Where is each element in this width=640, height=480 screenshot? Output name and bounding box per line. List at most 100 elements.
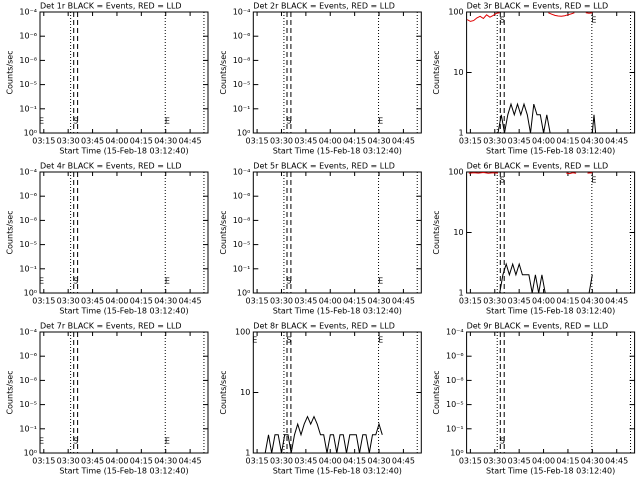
- x-tick-label: 04:45: [392, 457, 415, 466]
- x-tick-label: 03:30: [483, 457, 506, 466]
- y-tick-label: 10: [453, 228, 463, 237]
- x-tick-label: 04:30: [154, 457, 177, 466]
- x-tick-label: 03:15: [246, 137, 269, 146]
- y-tick-label: 10⁰: [237, 289, 250, 298]
- annotation: S: [286, 336, 291, 345]
- y-axis-label: Counts/sec: [219, 210, 228, 254]
- x-tick-label: 03:45: [81, 137, 104, 146]
- x-tick-label: 03:30: [483, 297, 506, 306]
- y-tick-label: 10⁰: [24, 449, 37, 458]
- x-tick-label: 03:15: [459, 297, 482, 306]
- y-tick-label: 10⁰: [237, 129, 250, 138]
- y-tick-label: 10⁻⁸: [446, 376, 464, 385]
- series-line: [499, 262, 593, 294]
- y-tick-label: 1: [245, 449, 250, 458]
- panel-title: Det 2r BLACK = Events, RED = LLD: [253, 2, 395, 11]
- y-tick-label: 10: [453, 68, 463, 77]
- x-tick-label: 03:30: [57, 457, 80, 466]
- y-tick-label: 10⁻⁸: [233, 56, 251, 65]
- y-tick-label: 10⁻¹: [233, 104, 251, 113]
- x-tick-label: 04:15: [556, 137, 579, 146]
- x-tick-label: 04:30: [581, 137, 604, 146]
- x-axis-label: Start Time (15-Feb-18 03:12:40): [273, 467, 402, 476]
- x-tick-label: 04:00: [319, 297, 342, 306]
- x-tick-label: 04:30: [581, 297, 604, 306]
- x-tick-label: 03:45: [81, 297, 104, 306]
- x-tick-label: 04:30: [154, 297, 177, 306]
- annotation: E: [165, 117, 170, 126]
- y-tick-label: 10⁻⁴: [233, 8, 251, 17]
- x-tick-label: 04:00: [532, 457, 555, 466]
- y-tick-label: 10⁻¹: [19, 104, 37, 113]
- y-tick-label: 10⁰: [450, 449, 463, 458]
- x-tick-label: 03:15: [459, 137, 482, 146]
- x-tick-label: 04:45: [392, 137, 415, 146]
- x-tick-label: 03:45: [508, 457, 531, 466]
- x-tick-label: 04:15: [130, 297, 153, 306]
- annotation: E: [591, 176, 596, 185]
- panel-title: Det 4r BLACK = Events, RED = LLD: [40, 162, 182, 171]
- x-tick-label: 04:45: [605, 137, 628, 146]
- annotation: E: [39, 437, 44, 446]
- x-tick-label: 04:15: [130, 137, 153, 146]
- x-axis-label: Start Time (15-Feb-18 03:12:40): [486, 307, 615, 316]
- x-tick-label: 03:15: [32, 137, 55, 146]
- x-tick-label: 04:45: [605, 297, 628, 306]
- x-axis-label: Start Time (15-Feb-18 03:12:40): [486, 467, 615, 476]
- y-tick-label: 10⁻⁶: [446, 352, 464, 361]
- x-axis-label: Start Time (15-Feb-18 03:12:40): [273, 307, 402, 316]
- y-tick-label: 100: [235, 328, 250, 337]
- y-tick-label: 10: [240, 388, 250, 397]
- panel-title: Det 6r BLACK = Events, RED = LLD: [467, 162, 609, 171]
- plot-frame: [252, 11, 422, 134]
- y-tick-label: 10⁻⁶: [233, 192, 251, 201]
- x-tick-label: 04:00: [532, 297, 555, 306]
- x-tick-label: 04:15: [556, 297, 579, 306]
- x-tick-label: 04:00: [319, 137, 342, 146]
- y-axis-label: Counts/sec: [432, 370, 441, 414]
- annotation: E: [591, 16, 596, 25]
- annotation: E: [39, 277, 44, 286]
- annotation: S: [500, 176, 505, 185]
- x-axis-label: Start Time (15-Feb-18 03:12:40): [59, 467, 188, 476]
- annotation: E: [252, 336, 257, 345]
- x-tick-label: 04:30: [581, 457, 604, 466]
- annotation: S: [73, 117, 78, 126]
- panel-title: Det 9r BLACK = Events, RED = LLD: [467, 322, 609, 331]
- x-tick-label: 03:30: [270, 297, 293, 306]
- panel-title: Det 7r BLACK = Events, RED = LLD: [40, 322, 182, 331]
- y-tick-label: 10⁻⁴: [233, 168, 251, 177]
- y-axis-label: Counts/sec: [219, 370, 228, 414]
- x-tick-label: 04:15: [343, 137, 366, 146]
- x-tick-label: 03:45: [508, 297, 531, 306]
- x-tick-label: 03:15: [246, 297, 269, 306]
- plot-frame: [39, 171, 209, 294]
- y-tick-label: 100: [448, 8, 463, 17]
- y-axis-label: Counts/sec: [6, 210, 15, 254]
- x-tick-label: 04:45: [179, 297, 202, 306]
- x-tick-label: 03:15: [246, 457, 269, 466]
- series-line: [468, 171, 593, 175]
- x-tick-label: 04:15: [343, 297, 366, 306]
- y-axis-label: Counts/sec: [6, 50, 15, 94]
- y-tick-label: 10⁻⁶: [19, 32, 37, 41]
- y-tick-label: 10⁻⁸: [19, 376, 37, 385]
- y-tick-label: 1: [459, 289, 464, 298]
- annotation: E: [165, 277, 170, 286]
- y-tick-label: 10⁻¹: [233, 264, 251, 273]
- panel-title: Det 5r BLACK = Events, RED = LLD: [253, 162, 395, 171]
- y-tick-label: 10⁻⁸: [19, 216, 37, 225]
- y-tick-label: 10⁻⁴: [19, 328, 37, 337]
- y-axis-label: Counts/sec: [219, 50, 228, 94]
- y-tick-label: 10⁻⁵: [446, 400, 464, 409]
- y-tick-label: 10⁰: [24, 129, 37, 138]
- annotation: S: [73, 277, 78, 286]
- y-tick-label: 1: [459, 129, 464, 138]
- x-tick-label: 04:45: [179, 137, 202, 146]
- y-tick-label: 10⁻¹: [446, 424, 464, 433]
- x-tick-label: 04:30: [154, 137, 177, 146]
- series-line: [497, 102, 597, 134]
- x-tick-label: 03:45: [294, 297, 317, 306]
